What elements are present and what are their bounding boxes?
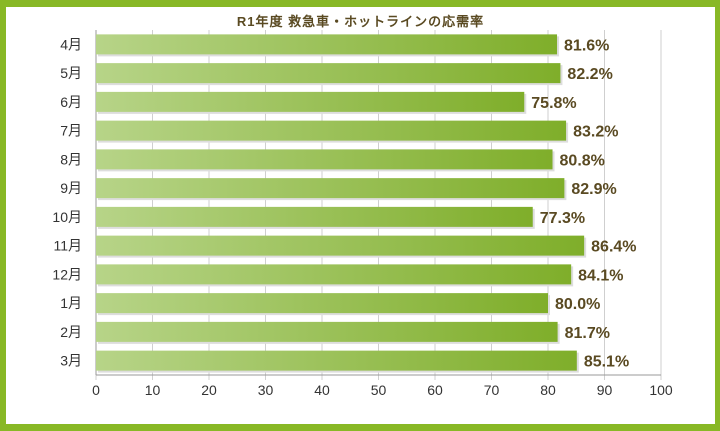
x-tick-label: 70 [484,382,500,398]
category-label: 9月 [60,180,82,196]
bar [96,63,561,84]
x-tick-label: 60 [427,382,443,398]
bar [96,206,533,227]
x-tick-label: 0 [92,382,100,398]
data-label: 77.3% [540,210,585,227]
data-label: 82.2% [567,66,612,83]
category-label: 8月 [60,151,82,167]
x-tick-label: 50 [371,382,387,398]
category-label: 1月 [60,295,82,311]
category-label: 10月 [52,209,82,225]
category-label: 3月 [60,353,82,369]
x-tick-label: 30 [258,382,274,398]
data-label: 81.7% [565,325,610,342]
x-tick-label: 80 [540,382,556,398]
data-label: 84.1% [578,267,623,284]
category-label: 7月 [60,123,82,139]
data-label: 80.8% [560,152,605,169]
bar-chart: 0 10 20 30 40 50 60 70 80 90 100 4月 81.6% 5月 82.2% 6月 75… [52,30,673,398]
x-tick-label: 20 [201,382,217,398]
category-label: 6月 [60,94,82,110]
category-label: 11月 [53,238,82,254]
data-label: 85.1% [584,354,629,371]
x-tick-label: 100 [649,382,673,398]
category-label: 5月 [60,65,82,81]
data-label: 86.4% [591,239,636,256]
x-tick-label: 40 [314,382,330,398]
bar [96,293,548,314]
data-label: 83.2% [573,124,618,141]
category-label: 2月 [60,324,82,340]
bar [96,149,553,170]
bar [96,120,567,141]
bar [96,178,565,199]
category-label: 12月 [52,266,82,282]
data-label: 82.9% [571,181,616,198]
data-label: 81.6% [564,37,609,54]
data-label: 80.0% [555,296,600,313]
x-tick-label: 10 [145,382,161,398]
data-label: 75.8% [531,95,576,112]
bar [96,350,577,371]
bar [96,264,572,285]
chart-title: R1年度 救急車・ホットラインの応需率 [236,14,485,29]
bar [96,235,585,256]
bar [96,34,558,55]
bar [96,321,558,342]
chart-panel: R1年度 救急車・ホットラインの応需率 0 10 20 30 40 50 60 70 80 90 1… [6,7,715,424]
bar [96,91,525,112]
category-label: 4月 [60,36,82,52]
x-tick-label: 90 [597,382,613,398]
